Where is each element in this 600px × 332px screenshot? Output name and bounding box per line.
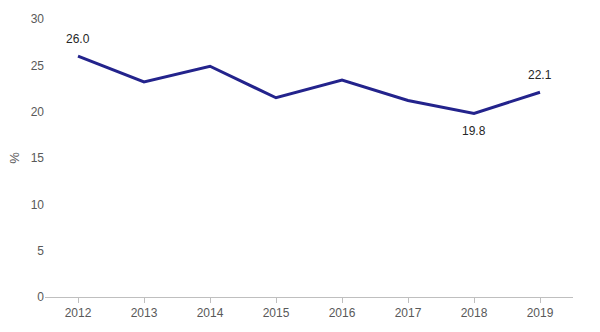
svg-text:2015: 2015 — [263, 306, 290, 320]
svg-text:26.0: 26.0 — [66, 32, 90, 46]
svg-text:19.8: 19.8 — [462, 124, 486, 138]
svg-text:15: 15 — [31, 151, 45, 165]
svg-text:2019: 2019 — [527, 306, 554, 320]
svg-text:10: 10 — [31, 198, 45, 212]
svg-text:2017: 2017 — [395, 306, 422, 320]
svg-text:2012: 2012 — [65, 306, 92, 320]
svg-text:22.1: 22.1 — [528, 68, 552, 82]
svg-text:2014: 2014 — [197, 306, 224, 320]
svg-text:2016: 2016 — [329, 306, 356, 320]
svg-text:%: % — [7, 152, 22, 164]
svg-text:5: 5 — [37, 244, 44, 258]
svg-text:0: 0 — [37, 290, 44, 304]
svg-text:30: 30 — [31, 12, 45, 26]
svg-text:2013: 2013 — [131, 306, 158, 320]
svg-text:20: 20 — [31, 105, 45, 119]
svg-text:25: 25 — [31, 59, 45, 73]
svg-text:2018: 2018 — [461, 306, 488, 320]
